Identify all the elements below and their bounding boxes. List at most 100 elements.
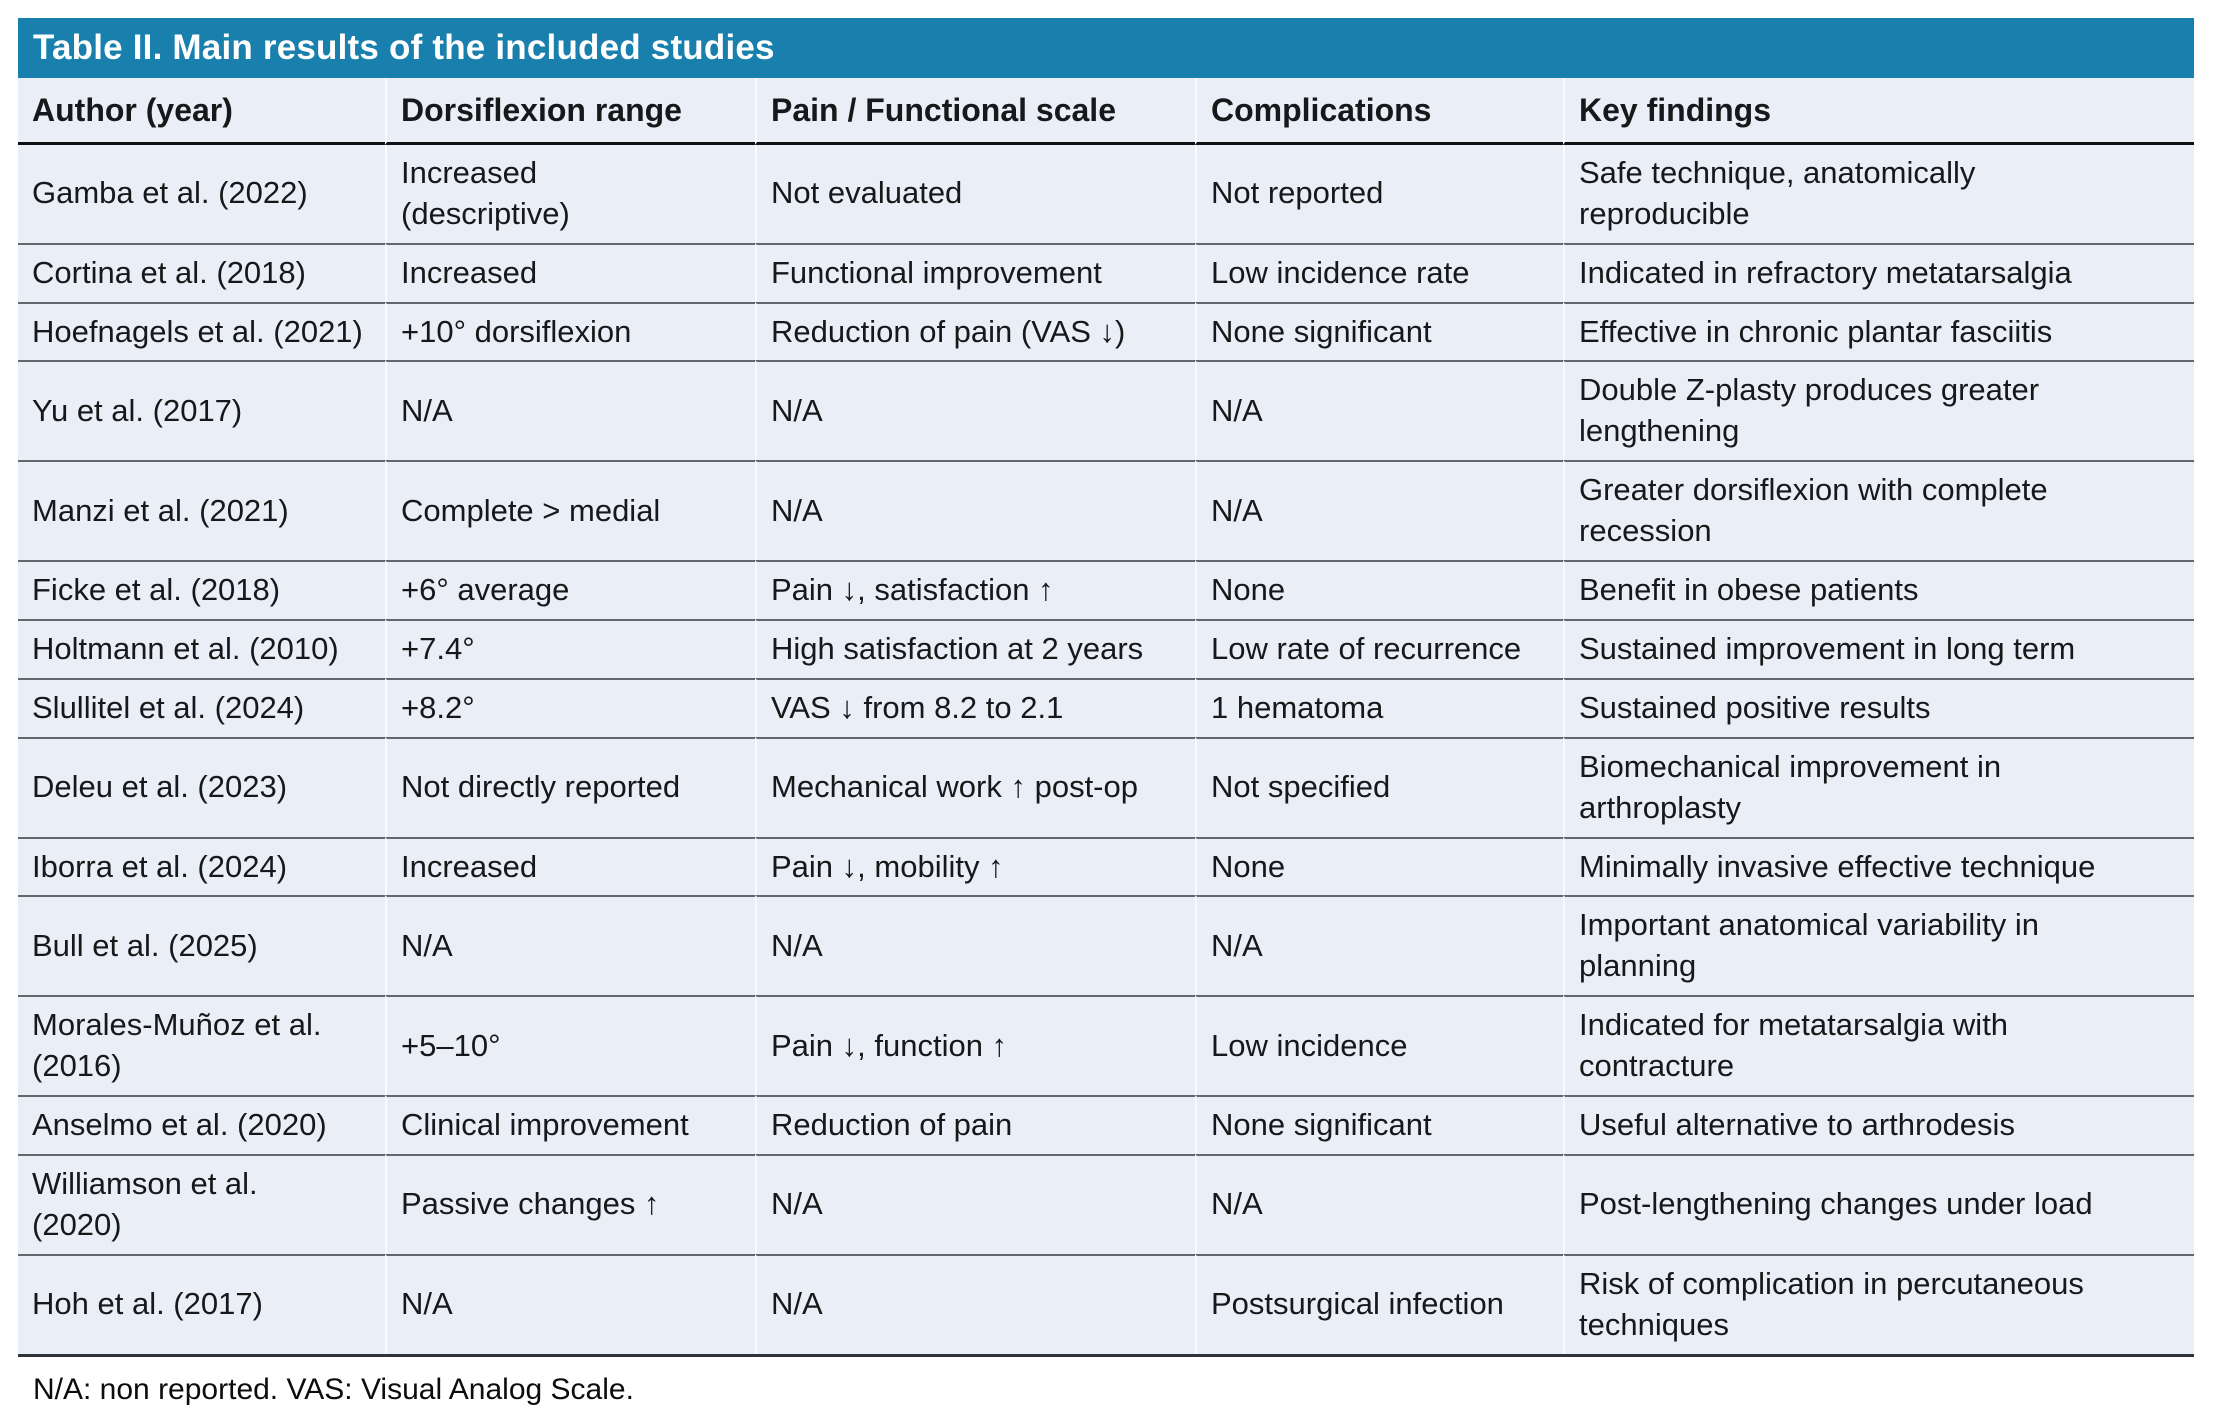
column-header-author: Author (year) [18, 78, 385, 145]
cell-pain-scale: Pain ↓, satisfaction ↑ [755, 560, 1195, 619]
cell-complications: None [1195, 836, 1563, 896]
cell-dorsiflexion: +10° dorsiflexion [385, 301, 755, 361]
table-title: Table II. Main results of the included s… [33, 28, 775, 67]
cell-pain-scale: Pain ↓, mobility ↑ [755, 836, 1195, 896]
cell-author: Anselmo et al. (2020) [18, 1095, 385, 1154]
cell-key-findings: Biomechanical improvement in arthroplast… [1563, 736, 2194, 837]
cell-pain-scale: High satisfaction at 2 years [755, 618, 1195, 678]
cell-author: Williamson et al. (2020) [18, 1154, 385, 1254]
table-title-bar: Table II. Main results of the included s… [18, 18, 2194, 78]
column-header-pain-functional-scale: Pain / Functional scale [755, 78, 1195, 145]
cell-complications: Low incidence [1195, 995, 1563, 1096]
cell-dorsiflexion: Increased [385, 242, 755, 302]
cell-dorsiflexion: Complete > medial [385, 460, 755, 561]
table-row: Slullitel et al. (2024) +8.2° VAS ↓ from 8… [18, 677, 2194, 737]
table-row: Anselmo et al. (2020) Clinical improvemen… [18, 1095, 2194, 1155]
cell-key-findings: Double Z-plasty produces greater lengthe… [1563, 360, 2194, 461]
cell-key-findings: Sustained positive results [1563, 677, 2194, 737]
cell-complications: Not specified [1195, 736, 1563, 837]
cell-pain-scale: Reduction of pain [755, 1095, 1195, 1155]
cell-author: Hoh et al. (2017) [18, 1253, 385, 1354]
table-row: Manzi et al. (2021) Complete > medial N/A N… [18, 460, 2194, 561]
cell-dorsiflexion: +8.2° [385, 677, 755, 737]
cell-dorsiflexion: Clinical improvement [385, 1095, 755, 1155]
cell-author: Holtmann et al. (2010) [18, 618, 385, 678]
cell-key-findings: Risk of complication in percutaneous tec… [1563, 1253, 2194, 1354]
cell-key-findings: Safe technique, anatomically reproducibl… [1563, 144, 2194, 243]
column-header-dorsiflexion-range: Dorsiflexion range [385, 78, 755, 145]
table-row: Hoefnagels et al. (2021) +10° dorsiflexio… [18, 301, 2194, 361]
cell-pain-scale: Not evaluated [755, 144, 1195, 243]
cell-pain-scale: Functional improvement [755, 242, 1195, 302]
cell-complications: None [1195, 560, 1563, 619]
cell-pain-scale: N/A [755, 360, 1195, 461]
cell-author: Ficke et al. (2018) [18, 560, 385, 619]
cell-pain-scale: Pain ↓, function ↑ [755, 995, 1195, 1096]
cell-dorsiflexion: Increased (descriptive) [385, 144, 755, 243]
cell-dorsiflexion: N/A [385, 895, 755, 996]
cell-author: Bull et al. (2025) [18, 895, 385, 995]
cell-complications: None significant [1195, 1095, 1563, 1155]
cell-author: Iborra et al. (2024) [18, 836, 385, 896]
cell-dorsiflexion: +5–10° [385, 995, 755, 1096]
cell-author: Yu et al. (2017) [18, 360, 385, 460]
table-row: Williamson et al. (2020) Passive changes … [18, 1154, 2194, 1254]
table-row: Hoh et al. (2017) N/A N/A Postsurgical infe… [18, 1253, 2194, 1354]
table-row: Cortina et al. (2018) Increased Functional… [18, 242, 2194, 302]
cell-key-findings: Indicated for metatarsalgia with contrac… [1563, 995, 2194, 1096]
table-row: Gamba et al. (2022) Increased (descriptiv… [18, 144, 2194, 243]
cell-complications: 1 hematoma [1195, 677, 1563, 737]
cell-pain-scale: Mechanical work ↑ post-op [755, 736, 1195, 837]
table-row: Iborra et al. (2024) Increased Pain ↓, mob… [18, 836, 2194, 896]
cell-complications: Not reported [1195, 144, 1563, 243]
cell-dorsiflexion: Passive changes ↑ [385, 1154, 755, 1254]
cell-key-findings: Indicated in refractory metatarsalgia [1563, 242, 2194, 302]
cell-key-findings: Post-lengthening changes under load [1563, 1154, 2194, 1254]
results-table: Table II. Main results of the included s… [18, 18, 2194, 1407]
cell-key-findings: Important anatomical variability in plan… [1563, 895, 2194, 996]
cell-key-findings: Effective in chronic plantar fasciitis [1563, 301, 2194, 361]
cell-author: Cortina et al. (2018) [18, 242, 385, 302]
cell-author: Gamba et al. (2022) [32, 175, 308, 211]
cell-dorsiflexion: N/A [385, 360, 755, 461]
cell-key-findings: Minimally invasive effective technique [1563, 836, 2194, 896]
cell-key-findings: Sustained improvement in long term [1563, 618, 2194, 678]
cell-dorsiflexion: Not directly reported [385, 736, 755, 837]
table-footnote: N/A: non reported. VAS: Visual Analog Sc… [33, 1372, 634, 1406]
cell-complications: N/A [1195, 895, 1563, 996]
cell-complications: Low incidence rate [1195, 242, 1563, 302]
cell-author: Deleu et al. (2023) [18, 736, 385, 837]
cell-author: Hoefnagels et al. (2021) [18, 301, 385, 361]
cell-complications: Low rate of recurrence [1195, 618, 1563, 678]
cell-author: Manzi et al. (2021) [18, 460, 385, 560]
cell-dorsiflexion: N/A [385, 1253, 755, 1354]
cell-dorsiflexion: +7.4° [385, 618, 755, 678]
cell-complications: N/A [1195, 1154, 1563, 1254]
table-row: Holtmann et al. (2010) +7.4° High satisfac… [18, 618, 2194, 678]
table-row: Deleu et al. (2023) Not directly reported… [18, 736, 2194, 837]
cell-dorsiflexion: Increased [385, 836, 755, 896]
cell-key-findings: Benefit in obese patients [1563, 560, 2194, 619]
table-row: Yu et al. (2017) N/A N/A N/A Double Z-plasty… [18, 360, 2194, 461]
cell-pain-scale: N/A [755, 1154, 1195, 1254]
cell-pain-scale: Reduction of pain (VAS ↓) [755, 301, 1195, 361]
cell-pain-scale: N/A [755, 1253, 1195, 1354]
header-row: Author (year) Dorsiflexion range Pain / … [18, 78, 2194, 145]
column-header-complications: Complications [1195, 78, 1563, 145]
table-row: Morales-Muñoz et al. (2016) +5–10° Pain ↓,… [18, 995, 2194, 1096]
cell-pain-scale: N/A [755, 895, 1195, 996]
table-row: Ficke et al. (2018) +6° average Pain ↓, sa… [18, 560, 2194, 619]
cell-key-findings: Greater dorsiflexion with complete reces… [1563, 460, 2194, 561]
table-body: Gamba et al. (2022) Increased (descriptiv… [18, 144, 2194, 1354]
cell-key-findings: Useful alternative to arthrodesis [1563, 1095, 2194, 1155]
cell-complications: None significant [1195, 301, 1563, 361]
cell-author: Morales-Muñoz et al. (2016) [18, 995, 385, 1095]
cell-pain-scale: N/A [755, 460, 1195, 561]
cell-pain-scale: VAS ↓ from 8.2 to 2.1 [755, 677, 1195, 737]
cell-dorsiflexion: +6° average [385, 560, 755, 619]
cell-author: Slullitel et al. (2024) [18, 677, 385, 737]
cell-complications: N/A [1195, 360, 1563, 461]
column-header-key-findings: Key findings [1563, 78, 2194, 145]
results-table-grid: Author (year) Dorsiflexion range Pain / … [18, 78, 2194, 1357]
